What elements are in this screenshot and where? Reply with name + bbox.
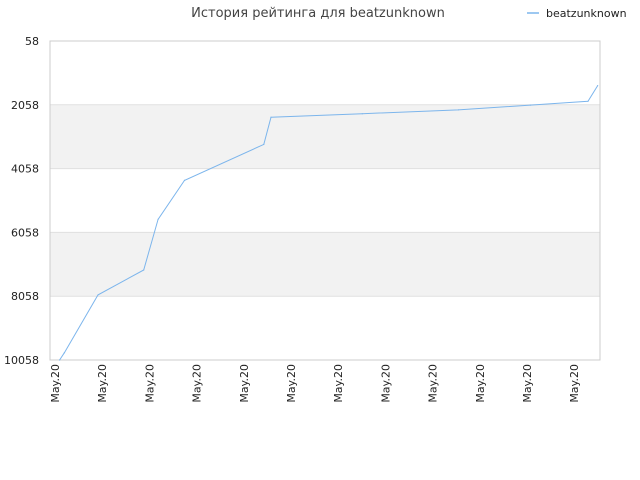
data-point[interactable] (63, 352, 66, 354)
series-layer (59, 85, 599, 361)
x-tick-label: May.20 (332, 364, 345, 403)
plot-band (50, 104, 600, 169)
x-axis-ticks: May.20 May.20 May.20 May.20 May.20 May.20 May.… (49, 364, 581, 403)
y-tick-label: 8058 (11, 290, 39, 303)
x-tick-label: May.20 (191, 364, 204, 403)
data-point[interactable] (529, 104, 531, 106)
x-tick-label: May.20 (49, 364, 62, 403)
data-point[interactable] (143, 269, 145, 271)
y-tick-label: 58 (25, 35, 39, 48)
gridlines (50, 40, 600, 361)
data-point[interactable] (59, 359, 61, 361)
x-tick-label: May.20 (238, 364, 251, 403)
y-tick-label: 6058 (11, 226, 39, 239)
x-tick-label: May.20 (379, 364, 392, 403)
y-tick-label: 2058 (11, 99, 39, 112)
x-tick-label: May.20 (143, 364, 156, 403)
legend-label: beatzunknown (546, 7, 627, 20)
data-point[interactable] (263, 143, 265, 145)
x-tick-label: May.20 (568, 364, 581, 403)
plot-frame (49, 40, 601, 361)
plot-bands (50, 104, 600, 297)
x-tick-label: May.20 (285, 364, 298, 403)
data-point[interactable] (270, 116, 272, 118)
y-axis-ticks: 58 2058 4058 6058 8058 10058 (4, 35, 39, 367)
data-point[interactable] (457, 109, 459, 111)
data-point[interactable] (361, 113, 363, 115)
plot-band (50, 232, 600, 297)
data-point[interactable] (97, 294, 99, 296)
data-point[interactable] (587, 100, 589, 102)
x-tick-label: May.20 (474, 364, 487, 403)
data-point[interactable] (157, 218, 159, 220)
x-tick-label: May.20 (96, 364, 109, 403)
y-tick-label: 4058 (11, 163, 39, 176)
data-point[interactable] (596, 85, 599, 87)
x-tick-label: May.20 (521, 364, 534, 403)
chart-title: История рейтинга для beatzunknown (191, 6, 445, 21)
x-tick-label: May.20 (427, 364, 440, 403)
y-tick-label: 10058 (4, 354, 39, 367)
data-point[interactable] (183, 179, 186, 182)
legend[interactable]: beatzunknown (527, 7, 627, 20)
